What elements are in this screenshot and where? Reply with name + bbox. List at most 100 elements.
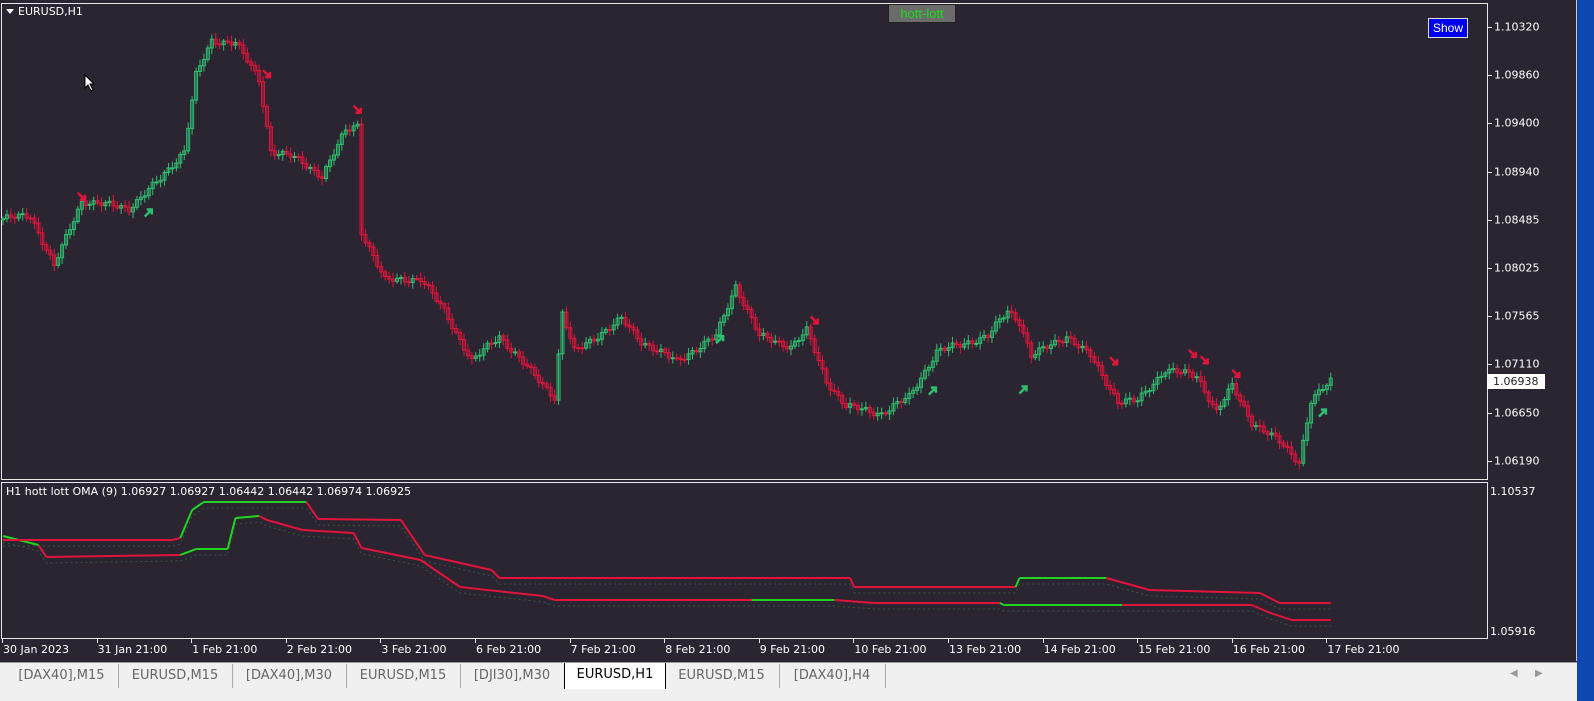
buy-arrow-icon: [143, 208, 154, 218]
tab-dax40m30[interactable]: [DAX40],M30: [232, 664, 347, 688]
time-tick: [948, 639, 949, 643]
price-label: 1.07110: [1494, 357, 1540, 371]
candle-body: [398, 277, 403, 280]
candle-body: [1123, 398, 1128, 405]
candle-body: [213, 38, 218, 45]
candle-body: [284, 150, 289, 155]
indicator-line-segment: [305, 501, 320, 520]
candle-body: [111, 200, 116, 207]
candle-body: [895, 401, 900, 405]
candle-body: [532, 367, 537, 376]
candle-body: [915, 386, 920, 391]
candle-body: [331, 154, 336, 161]
candle-body: [1, 218, 5, 221]
main-chart-window[interactable]: [1, 3, 1488, 480]
candle-body: [477, 354, 482, 357]
candle-body: [820, 360, 825, 370]
candle-body: [1049, 344, 1054, 349]
show-button[interactable]: Show: [1428, 18, 1468, 38]
candle-body: [217, 43, 222, 46]
candle-body: [316, 169, 321, 178]
indicator-subwindow[interactable]: [1, 482, 1488, 639]
candle-body: [1127, 397, 1132, 400]
candle-body: [1238, 394, 1243, 402]
price-label: 1.10320: [1494, 20, 1540, 34]
candle-body: [194, 70, 199, 101]
scroll-right-icon[interactable]: ▶: [1535, 668, 1543, 679]
tab-dax40m15[interactable]: [DAX40],M15: [5, 664, 119, 688]
time-label: 30 Jan 2023: [3, 643, 69, 656]
candle-body: [883, 412, 888, 415]
candle-body: [1265, 431, 1270, 436]
candle-body: [414, 277, 419, 280]
candle-body: [556, 353, 561, 401]
time-tick: [853, 639, 855, 643]
candle-body: [115, 205, 120, 209]
candle-body: [28, 217, 33, 220]
candle-body: [595, 338, 600, 342]
price-tick: [1488, 316, 1492, 318]
indicator-line-segment: [1259, 592, 1281, 604]
candle-body: [930, 360, 935, 368]
candle-body: [123, 205, 128, 208]
tab-dax40h4[interactable]: [DAX40],H4: [779, 664, 886, 688]
candle-body: [1021, 324, 1026, 334]
candle-body: [253, 64, 258, 72]
candle-body: [1084, 345, 1089, 351]
tab-eurusdh1[interactable]: EURUSD,H1: [564, 663, 666, 690]
symbol-label[interactable]: EURUSD,H1: [6, 5, 83, 18]
candle-body: [875, 412, 880, 417]
candle-body: [60, 244, 65, 259]
candle-body: [1305, 422, 1310, 441]
candle-body: [603, 328, 608, 333]
candle-body: [1226, 388, 1231, 401]
candle-body: [91, 200, 96, 205]
candle-body: [911, 389, 916, 394]
candle-body: [974, 342, 979, 345]
candle-body: [1222, 399, 1227, 407]
candle-body: [812, 338, 817, 353]
candle-body: [493, 341, 498, 345]
candle-body: [142, 195, 147, 198]
candle-body: [978, 337, 983, 344]
tab-eurusdm15[interactable]: EURUSD,M15: [346, 664, 461, 688]
candle-body: [1179, 372, 1184, 375]
buy-arrow-icon: [715, 335, 725, 345]
candle-body: [48, 249, 53, 256]
candle-body: [150, 181, 155, 190]
candle-body: [615, 317, 620, 326]
candle-body: [722, 315, 727, 323]
candle-body: [1155, 377, 1160, 385]
scroll-left-icon[interactable]: ◀: [1510, 668, 1518, 679]
candle-body: [887, 410, 892, 415]
candle-body: [387, 276, 392, 280]
candle-body: [1072, 337, 1077, 346]
time-tick: [285, 639, 287, 643]
candle-body: [796, 340, 801, 343]
candle-body: [706, 338, 711, 342]
candle-body: [1005, 310, 1010, 319]
candle-body: [599, 331, 604, 340]
candle-body: [761, 332, 766, 336]
candle-body: [773, 340, 778, 343]
candle-body: [777, 340, 782, 343]
candle-body: [682, 358, 687, 361]
candle-body: [339, 133, 344, 145]
time-tick: [1326, 639, 1328, 643]
candle-body: [1131, 397, 1136, 403]
tab-dji30m30[interactable]: [DJI30],M30: [460, 664, 565, 688]
candle-body: [741, 296, 746, 307]
candle-body: [406, 281, 411, 284]
candle-body: [702, 340, 707, 350]
candle-body: [268, 126, 273, 152]
candle-body: [970, 340, 975, 344]
candle-body: [328, 159, 333, 168]
candle-body: [521, 356, 526, 365]
indicator-label: H1 hott lott OMA (9) 1.06927 1.06927 1.0…: [6, 485, 412, 498]
tab-eurusdm15[interactable]: EURUSD,M15: [664, 664, 780, 688]
hott-lott-badge: hott-lott: [888, 4, 956, 23]
candle-body: [20, 213, 25, 216]
tab-eurusdm15[interactable]: EURUSD,M15: [118, 664, 233, 688]
indicator-line-segment: [1105, 577, 1150, 591]
candle-body: [855, 404, 860, 411]
